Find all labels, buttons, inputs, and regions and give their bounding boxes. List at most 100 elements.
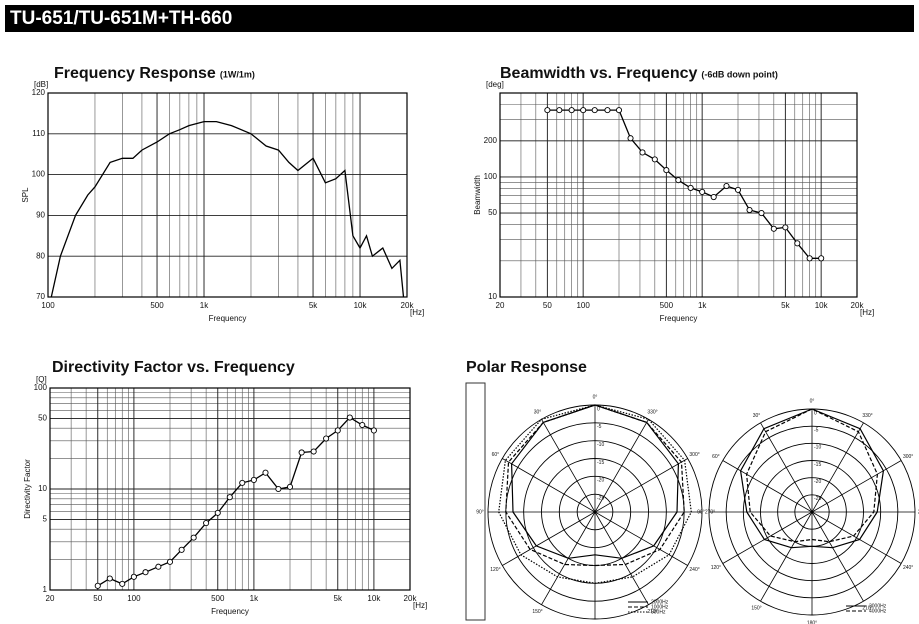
data-line [97,416,375,587]
y-tick-label: 10 [488,292,497,301]
data-point [286,483,294,490]
theta-tick-label: 330° [647,410,657,416]
theta-tick-label: 300° [689,452,699,458]
polar-curve [745,408,879,543]
r-tick-label: -25 [597,495,604,501]
spoke [760,511,813,602]
data-point [818,255,825,262]
spoke [811,460,902,513]
data-point [782,224,789,231]
spoke [760,422,813,513]
data-point [226,494,233,501]
polar-curve [739,408,885,549]
theta-tick-label: 270° [918,509,919,515]
header-bar [5,5,914,32]
polar-curve [505,404,685,567]
theta-tick-label: 180° [807,620,817,624]
r-tick-label: -10 [814,445,821,451]
theta-tick-label: 210° [862,605,872,611]
data-point [346,414,353,421]
data-point [142,569,149,576]
data-point [310,448,317,455]
y-axis-unit: [Q] [36,375,47,384]
chart-title: Beamwidth vs. Frequency [500,65,697,82]
data-point [359,421,366,429]
chart-title: Polar Response [466,359,587,376]
x-tick-label: 100 [127,594,141,603]
data-point [568,107,575,114]
x-tick-label: 100 [41,301,55,310]
x-tick-label: 5k [781,301,790,310]
legend-label: 2000Hz [651,599,669,605]
data-point [794,240,801,247]
y-tick-label: 50 [488,208,497,217]
theta-tick-label: 120° [711,565,721,571]
x-axis-label: Frequency [660,314,698,323]
header-title: TU-651/TU-651M+TH-660 [10,8,232,29]
x-tick-label: 10k [815,301,829,310]
data-point [580,107,587,114]
data-point [178,546,185,553]
data-point [544,107,551,114]
spoke [811,422,864,513]
x-tick-label: 20k [401,301,415,310]
data-point [214,509,221,516]
data-point [203,520,210,527]
y-tick-label: 70 [36,292,45,301]
polar-frame [465,382,486,621]
y-tick-label: 90 [36,211,45,220]
plot-frame [499,92,858,298]
data-point [239,479,246,486]
r-tick-label: -5 [597,424,602,430]
data-point [639,149,646,156]
data-line [50,120,405,298]
spoke [541,419,596,513]
data-point [699,188,706,195]
polar-curve [510,404,680,559]
y-tick-label: 120 [32,88,46,97]
data-point [675,177,682,184]
y-tick-label: 100 [484,172,498,181]
r-tick-label: 0 [597,406,600,412]
r-tick-label: -20 [814,479,821,485]
data-point [758,210,765,217]
data-point [663,167,670,174]
theta-tick-label: 0° [810,398,815,404]
r-tick-label: -15 [597,460,604,466]
theta-tick-label: 300° [903,454,913,460]
y-axis-unit: [deg] [486,80,504,89]
data-point [746,206,753,214]
x-tick-label: 1k [250,594,259,603]
data-point [119,580,126,587]
data-line [547,109,822,259]
x-tick-label: 100 [576,301,590,310]
r-tick-label: -25 [814,496,821,502]
theta-tick-label: 0° [593,394,598,400]
theta-tick-label: 60° [712,454,720,460]
y-axis-label: Beamwidth [473,175,482,215]
spoke [722,511,813,564]
theta-tick-label: 30° [753,413,761,419]
x-axis-unit: [Hz] [413,601,427,610]
plot [47,92,408,298]
x-tick-label: 50 [93,594,102,603]
y-tick-label: 110 [32,129,45,138]
spoke [502,511,596,566]
y-tick-label: 80 [36,251,45,260]
chart-subtitle: (1W/1m) [220,69,255,79]
y-tick-label: 10 [38,484,47,493]
y-tick-label: 100 [32,170,46,179]
data-point [604,107,611,114]
y-axis-unit: [dB] [34,80,48,89]
data-point [710,193,717,201]
chart-title: Frequency Response [54,65,216,82]
data-point [591,107,598,114]
plot [499,92,858,298]
y-tick-label: 5 [43,515,48,524]
theta-tick-label: 30° [534,410,542,416]
data-point [627,135,634,142]
data-point [687,184,694,191]
spoke [811,511,864,602]
y-axis-label: SPL [21,187,30,203]
